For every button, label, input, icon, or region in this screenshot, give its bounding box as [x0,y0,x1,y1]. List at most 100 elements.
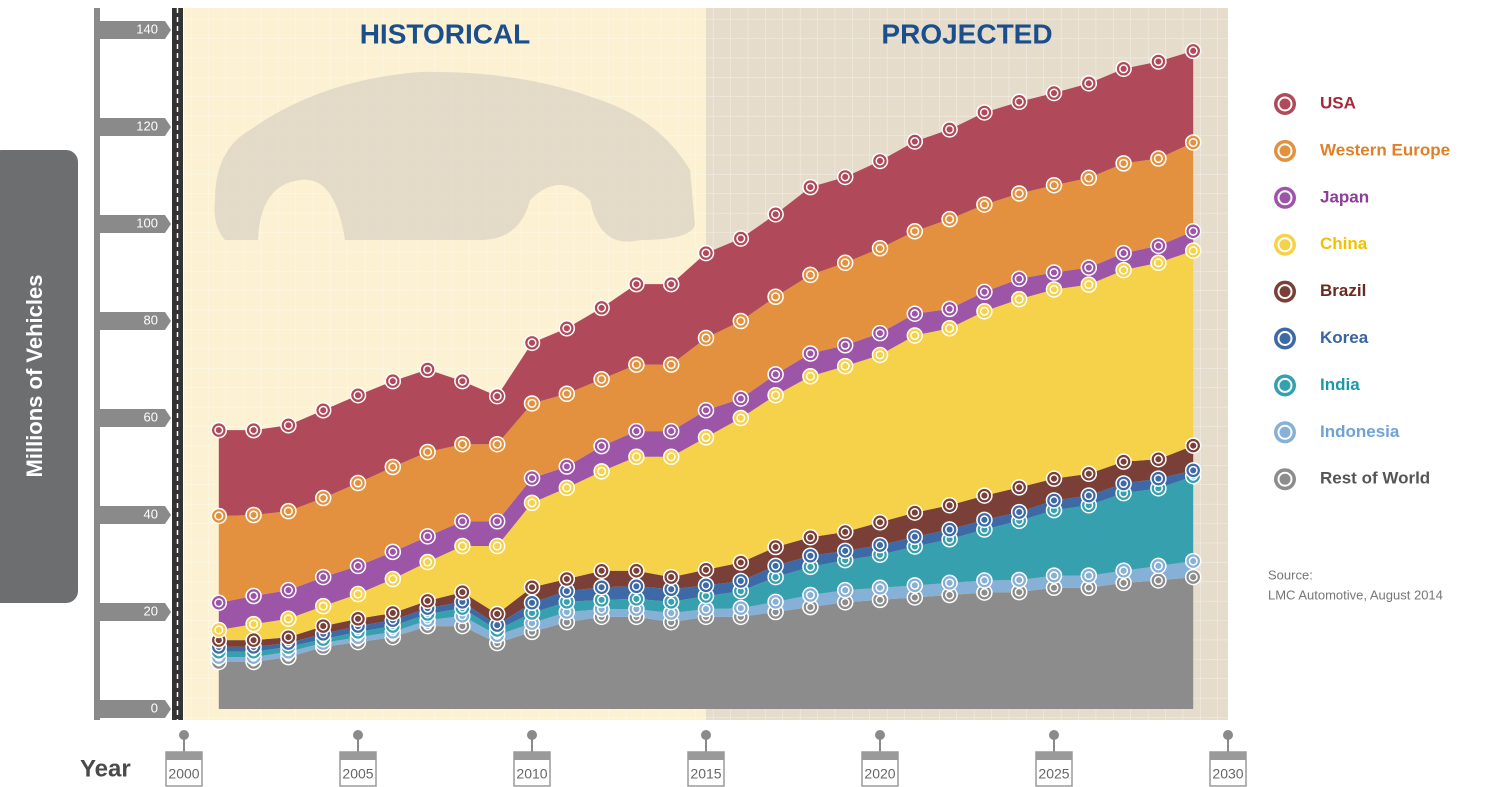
marker-outer [245,506,262,524]
marker-outer [245,421,262,439]
marker-outer [697,329,715,347]
marker-ring [771,561,781,571]
marker-outer [245,587,262,605]
legend-marker [1274,186,1296,209]
marker-outer [349,585,367,603]
marker-ring [214,425,224,435]
marker-outer [314,568,332,586]
marker-ring [979,491,989,501]
marker-ring [979,306,989,316]
marker-outer [1184,42,1202,60]
point-marker [314,568,332,586]
marker-outer [976,572,993,589]
source-label: Source: [1268,567,1313,582]
point-marker [1045,492,1063,509]
marker-outer [976,511,993,529]
marker-ring [701,565,711,575]
point-marker [210,594,228,612]
point-marker [871,514,889,531]
marker-outer [210,507,228,525]
point-marker [593,579,610,596]
annotation: PROJECTED [881,18,1052,49]
marker-ring [597,374,607,384]
marker-outer [802,547,819,564]
x-tick-label: 2000 [168,766,199,782]
marker-ring [666,584,676,594]
marker-outer [906,528,924,546]
marker-ring [910,592,920,603]
point-marker [1115,475,1132,492]
marker-ring [527,398,537,409]
marker-outer [558,385,576,402]
point-marker [906,133,924,150]
point-marker [1184,42,1202,60]
marker-ring [875,350,885,360]
marker-outer [384,543,402,561]
marker-outer [906,133,924,150]
marker-ring [1188,465,1198,475]
x-tick-label: 2030 [1212,766,1243,782]
marker-ring [875,540,885,550]
point-marker [1150,572,1167,589]
marker-ring [666,279,676,289]
point-marker [314,489,332,507]
marker-ring [318,493,328,503]
marker-outer [732,230,750,247]
marker-outer [1150,470,1167,487]
marker-outer [1045,470,1063,487]
point-marker [1150,53,1167,70]
point-marker [976,283,993,301]
marker-outer [802,178,819,196]
point-marker [488,435,506,453]
legend-label: Korea [1320,328,1369,347]
marker-ring [979,200,989,210]
legend-marker [1274,421,1296,444]
marker-outer [941,497,958,514]
point-marker [384,543,402,561]
marker-ring [736,557,746,568]
marker-ring [1153,153,1163,164]
marker-outer [523,579,541,596]
marker-outer [280,581,297,599]
marker-ring [249,591,259,601]
point-marker [384,458,402,476]
point-marker [1045,84,1063,102]
marker-ring [631,426,641,436]
marker-ring [701,432,711,442]
marker-outer [836,337,854,354]
legend-label: Western Europe [1320,140,1450,159]
marker-ring [666,452,676,462]
marker-ring [1084,469,1094,479]
marker-ring [562,483,572,493]
point-marker [976,511,993,529]
marker-outer [245,631,262,649]
y-tick-label: 80 [144,312,158,327]
marker-outer [523,334,541,352]
point-marker [384,570,402,588]
marker-ring [701,405,711,415]
y-tick-tab [100,118,171,136]
marker-ring [562,574,572,584]
point-marker [871,579,889,596]
x-tick-calendar-top [1036,752,1072,760]
marker-ring [1049,495,1059,506]
marker-outer [802,266,819,284]
point-marker [906,528,924,546]
marker-ring [457,587,467,597]
point-marker [628,356,645,373]
marker-ring [457,376,467,386]
marker-outer [836,581,854,599]
point-marker [1045,470,1063,487]
x-tick-pin [527,730,537,740]
marker-ring [283,506,293,516]
marker-outer [1150,237,1167,255]
x-tick-pin [179,730,189,740]
marker-ring [840,527,850,537]
marker-outer [349,557,367,575]
x-tick-label: 2020 [864,766,895,782]
marker-outer [906,223,924,240]
legend-marker [1274,280,1296,303]
marker-outer [732,409,750,427]
marker-ring [562,323,572,333]
marker-ring [527,582,537,592]
